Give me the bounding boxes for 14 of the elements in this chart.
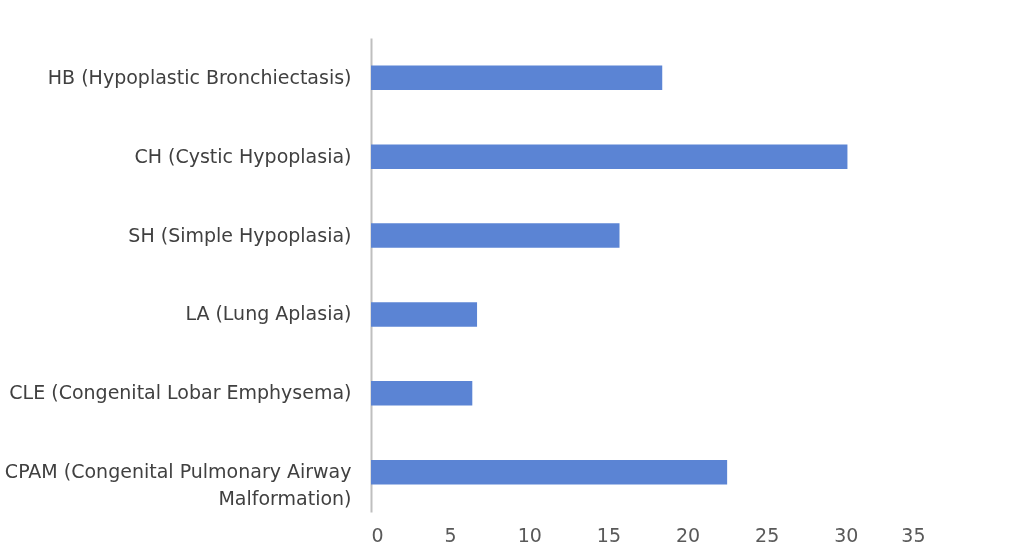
x-tick-label: 5 (444, 523, 457, 546)
x-tick-label: 25 (755, 523, 780, 546)
x-tick-label: 20 (675, 523, 701, 546)
y-tick-label: HB (Hypoplastic Bronchiectasis) (47, 65, 352, 88)
y-tick-label: LA (Lung Aplasia) (185, 302, 352, 325)
y-tick-label: CH (Cystic Hypoplasia) (134, 144, 352, 167)
x-tick-label: 15 (596, 523, 622, 546)
x-tick-label: 0 (371, 523, 384, 546)
y-tick-label: CLE (Congenital Lobar Emphysema) (9, 381, 352, 404)
y-tick-label: CPAM (Congenital Pulmonary Airway Malformation) (4, 460, 352, 510)
y-tick-label: SH (Simple Hypoplasia) (128, 223, 352, 246)
x-tick-label: 10 (517, 523, 542, 546)
x-tick-label: 30 (834, 523, 859, 546)
x-tick-label: 35 (901, 523, 926, 546)
